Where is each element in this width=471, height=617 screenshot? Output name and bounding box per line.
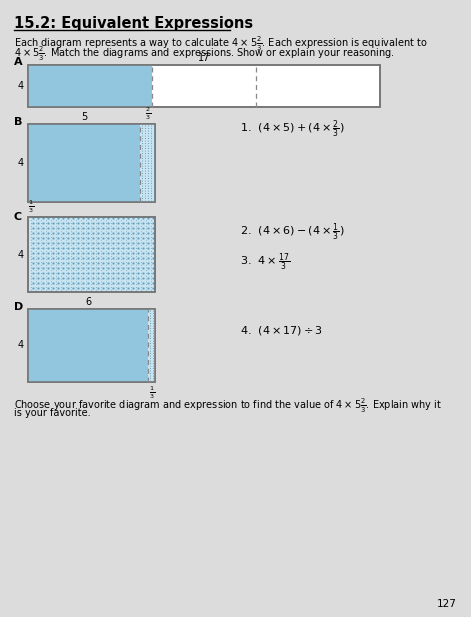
Text: $\frac{2}{3}$: $\frac{2}{3}$ bbox=[145, 106, 151, 122]
Text: 127: 127 bbox=[437, 599, 457, 609]
Bar bbox=[28, 309, 155, 382]
Bar bbox=[28, 309, 155, 382]
Bar bbox=[148, 309, 155, 382]
Text: Each diagram represents a way to calculate $4 \times 5\frac{2}{3}$. Each express: Each diagram represents a way to calcula… bbox=[14, 35, 428, 53]
Text: D: D bbox=[14, 302, 23, 312]
Text: 5: 5 bbox=[81, 112, 87, 122]
Text: 3.  $4 \times \frac{17}{3}$: 3. $4 \times \frac{17}{3}$ bbox=[240, 252, 290, 273]
Bar bbox=[28, 124, 140, 202]
Text: 4: 4 bbox=[18, 249, 24, 260]
Bar bbox=[28, 309, 148, 382]
Bar bbox=[28, 65, 380, 107]
Text: 4.  $(4 \times 17) \div 3$: 4. $(4 \times 17) \div 3$ bbox=[240, 324, 323, 337]
Text: 4: 4 bbox=[18, 81, 24, 91]
Text: 4: 4 bbox=[18, 341, 24, 350]
Text: $\frac{1}{3}$: $\frac{1}{3}$ bbox=[149, 384, 154, 400]
Text: 4: 4 bbox=[18, 158, 24, 168]
Text: C: C bbox=[14, 212, 22, 222]
Text: B: B bbox=[14, 117, 23, 127]
Bar bbox=[28, 217, 155, 292]
Bar bbox=[28, 65, 380, 107]
Text: 6: 6 bbox=[85, 297, 91, 307]
Text: A: A bbox=[14, 57, 23, 67]
Text: 15.2: Equivalent Expressions: 15.2: Equivalent Expressions bbox=[14, 16, 253, 31]
Text: Choose your favorite diagram and expression to find the value of $4 \times 5\fra: Choose your favorite diagram and express… bbox=[14, 397, 442, 415]
Bar bbox=[28, 217, 155, 292]
Text: 1.  $(4 \times 5) + (4 \times \frac{2}{3})$: 1. $(4 \times 5) + (4 \times \frac{2}{3}… bbox=[240, 119, 345, 141]
Text: $\frac{1}{3}$: $\frac{1}{3}$ bbox=[28, 199, 34, 215]
Text: is your favorite.: is your favorite. bbox=[14, 408, 90, 418]
Text: 17: 17 bbox=[198, 53, 210, 63]
Bar bbox=[28, 124, 155, 202]
Bar bbox=[28, 124, 155, 202]
Bar bbox=[140, 124, 155, 202]
Bar bbox=[28, 65, 152, 107]
Text: $4 \times 5\frac{2}{3}$. Match the diagrams and expressions. Show or explain you: $4 \times 5\frac{2}{3}$. Match the diagr… bbox=[14, 45, 395, 63]
Text: 2.  $(4 \times 6) - (4 \times \frac{1}{3})$: 2. $(4 \times 6) - (4 \times \frac{1}{3}… bbox=[240, 222, 345, 244]
